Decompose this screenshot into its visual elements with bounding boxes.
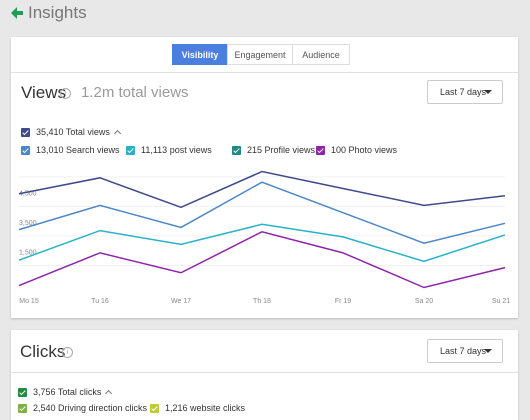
legend-label: 1,216 website clicks: [165, 403, 246, 413]
views-card: Visibility Engagement Audience Views i 1…: [11, 37, 518, 318]
legend-label: 2,540 Driving direction clicks: [33, 403, 148, 413]
x-tick-label: Th 18: [253, 298, 271, 305]
page-title: Insights: [28, 3, 87, 22]
y-tick-label: 6,000: [19, 167, 37, 168]
y-tick-label: 1,500: [19, 249, 37, 256]
collapse-caret[interactable]: [105, 389, 113, 398]
series-line: [18, 230, 506, 289]
x-tick-label: Sa 20: [415, 298, 433, 305]
checkbox[interactable]: [18, 403, 27, 413]
series-line: [18, 223, 506, 263]
legend-item[interactable]: 215 Profile views: [232, 145, 315, 155]
legend-label: 3,756 Total clicks: [33, 387, 102, 397]
info-icon[interactable]: i: [60, 88, 71, 99]
legend-label: 100 Photo views: [331, 145, 398, 155]
info-icon[interactable]: i: [62, 347, 73, 358]
legend-label: 35,410 Total views: [36, 127, 110, 137]
logo: [11, 7, 23, 19]
legend-item[interactable]: 1,216 website clicks: [150, 403, 245, 413]
total-toggle[interactable]: 35,410 Total views: [21, 127, 121, 138]
divider: [11, 72, 518, 73]
y-tick-label: 3,500: [19, 220, 37, 227]
checkbox[interactable]: [21, 127, 30, 137]
series-line: [18, 181, 506, 244]
legend-item[interactable]: 2,540 Driving direction clicks: [18, 403, 147, 413]
range-dropdown[interactable]: Last 7 days: [427, 80, 503, 104]
x-tick-label: Mo 15: [19, 298, 39, 305]
range-dropdown[interactable]: Last 7 days: [427, 339, 503, 363]
tab[interactable]: Visibility: [172, 44, 228, 65]
legend-item[interactable]: 13,010 Search views: [21, 145, 120, 155]
chart: 1,500 3,500 4,500 6,000 Mo 15 Tu 16 We 17 Th 18…: [18, 167, 510, 305]
checkbox[interactable]: [316, 145, 325, 155]
tab[interactable]: Engagement: [227, 44, 293, 65]
x-tick-label: Fr 19: [335, 298, 351, 305]
x-tick-label: Su 21: [492, 298, 510, 305]
legend-label: 13,010 Search views: [36, 145, 120, 155]
divider: [11, 372, 518, 373]
total-toggle[interactable]: 3,756 Total clicks: [18, 387, 113, 398]
checkbox[interactable]: [21, 145, 30, 155]
checkbox[interactable]: [126, 145, 135, 155]
subtitle: 1.2m total views: [81, 84, 189, 101]
tab[interactable]: Audience: [292, 44, 350, 65]
collapse-caret[interactable]: [113, 129, 121, 138]
checkbox[interactable]: [150, 403, 159, 413]
checkbox[interactable]: [232, 145, 241, 155]
page: Insights Visibility Engagement Audience …: [0, 0, 530, 411]
legend-label: 215 Profile views: [247, 145, 316, 155]
clicks-card: Clicks i Last 7 days 3,756 Total clicks …: [11, 330, 518, 420]
checkbox[interactable]: [18, 387, 27, 397]
y-tick-label: 4,500: [19, 190, 37, 197]
section-title: Clicks: [20, 342, 66, 361]
legend-label: 11,113 post views: [141, 145, 212, 155]
x-tick-label: Tu 16: [91, 298, 109, 305]
legend-item[interactable]: 100 Photo views: [316, 145, 397, 155]
series-line: [18, 170, 506, 209]
section-title: Views: [21, 83, 67, 102]
x-tick-label: We 17: [171, 298, 191, 305]
legend-item[interactable]: 11,113 post views: [126, 145, 212, 155]
